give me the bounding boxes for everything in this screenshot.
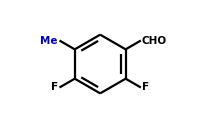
Text: CHO: CHO bbox=[142, 35, 167, 46]
Text: F: F bbox=[51, 82, 59, 92]
Text: F: F bbox=[142, 82, 149, 92]
Text: Me: Me bbox=[40, 35, 58, 46]
